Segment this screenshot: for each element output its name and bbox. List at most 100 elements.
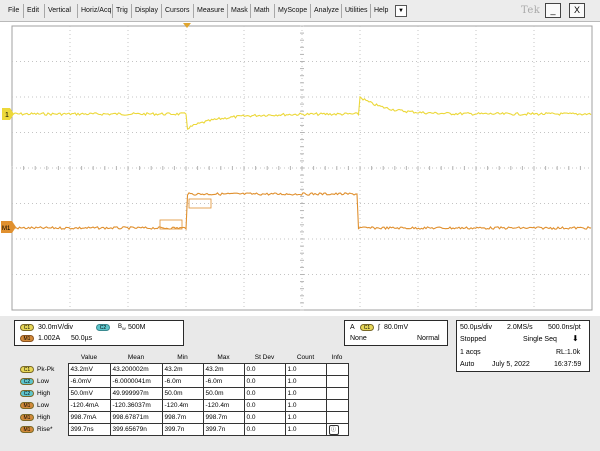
menu-mask[interactable]: Mask: [231, 7, 248, 14]
menu-cursors[interactable]: Cursors: [165, 7, 190, 14]
measurement-label: M1 Low: [20, 400, 68, 412]
measurement-row[interactable]: C1 Pk-Pk 43.2mV 43.200002m 43.2m 43.2m 0.0 1.0: [20, 363, 349, 376]
trigger-source-chip[interactable]: C1: [360, 324, 374, 331]
measurement-name: Low: [37, 402, 49, 410]
menu-analyze[interactable]: Analyze: [314, 7, 339, 14]
m1-marker[interactable]: [1, 221, 16, 233]
header-mean: Mean: [127, 353, 145, 361]
acquisition-box[interactable]: 50.0µs/div 2.0MS/s 500.0ns/pt Stopped Si…: [456, 320, 590, 372]
bandwidth-value: 500M: [128, 324, 146, 331]
measurement-value: 43.2mV: [67, 363, 111, 376]
measurement-row[interactable]: C2 High 50.0mV 49.999997m 50.0m 50.0m 0.0 1.0: [20, 387, 349, 400]
acq-date: July 5, 2022: [492, 361, 530, 368]
measurement-row[interactable]: C2 Low -6.0mV -6.0000041m -6.0m -6.0m 0.0 1.0: [20, 375, 349, 388]
measurement-name: High: [37, 390, 51, 398]
trigger-level: 80.0mV: [384, 324, 409, 331]
measurement-label: M1 Rise*: [20, 424, 68, 436]
header-count: Count: [296, 353, 315, 361]
menu-utilities[interactable]: Utilities: [345, 7, 368, 14]
measurement-max: -120.4m: [202, 399, 245, 412]
header-label: [20, 351, 68, 364]
close-button[interactable]: X: [569, 3, 585, 18]
readout-panel: C1 30.0mV/div C2 BW 500M M1 1.002A 50.0µ…: [0, 316, 600, 451]
record-length: RL:1.0k: [556, 349, 581, 356]
header-info: Info: [331, 353, 343, 361]
ch1-marker[interactable]: [2, 108, 14, 120]
header-value: Value: [80, 353, 98, 361]
menu-horiz-acq[interactable]: Horiz/Acq: [81, 7, 112, 14]
low-annotation: [159, 219, 183, 230]
m1-chip[interactable]: M1: [20, 335, 34, 342]
menu-edit[interactable]: Edit: [27, 7, 40, 14]
ch1-chip[interactable]: C1: [20, 324, 34, 331]
measurement-name: Low: [37, 378, 49, 386]
measurement-info: [325, 399, 349, 412]
m1-time: 50.0µs: [71, 335, 93, 342]
measurement-stdev: 0.0: [243, 423, 286, 436]
measurement-count: 1.0: [284, 423, 327, 436]
menu-display[interactable]: Display: [135, 7, 158, 14]
trigger-slope-icon: ∫: [378, 324, 380, 331]
minimize-button[interactable]: _: [545, 3, 561, 18]
measurement-min: 399.7n: [161, 423, 204, 436]
seq-mode: Single Seq: [523, 336, 557, 343]
measurement-mean: 399.65679n: [109, 423, 163, 436]
measurement-value: -6.0mV: [67, 375, 111, 388]
measurement-source-chip: C1: [20, 365, 34, 373]
measurement-min: 43.2m: [161, 363, 204, 376]
measurement-row[interactable]: M1 Low -120.4mA -120.36037m -120.4m -120.4m 0.…: [20, 399, 349, 412]
info-icon[interactable]: ⓘ: [328, 424, 339, 435]
menu-separator: [370, 4, 371, 18]
channel-settings-box[interactable]: C1 30.0mV/div C2 BW 500M M1 1.002A 50.0µ…: [14, 320, 184, 346]
measurement-row[interactable]: M1 High 998.7mA 998.67871m 998.7m 998.7m 0.0 1.…: [20, 411, 349, 424]
menu-file[interactable]: File: [8, 7, 20, 14]
menu-myscope[interactable]: MyScope: [278, 7, 308, 14]
measurements-table[interactable]: Value Mean Min Max St Dev Count Info C1 P…: [20, 351, 349, 436]
menu-separator: [341, 4, 342, 18]
acq-count: 1 acqs: [460, 349, 481, 356]
measurement-count: 1.0: [284, 363, 327, 376]
menu-separator: [310, 4, 311, 18]
measurement-mean: -120.36037m: [109, 399, 163, 412]
measurement-name: Pk-Pk: [37, 366, 55, 374]
menu-measure[interactable]: Measure: [197, 7, 225, 14]
measurement-label: M1 High: [20, 412, 68, 424]
measurement-name: High: [37, 414, 51, 422]
ch2-chip[interactable]: C2: [96, 324, 110, 331]
menu-separator: [161, 4, 162, 18]
trigger-box[interactable]: A C1 ∫ 80.0mV None Normal: [344, 320, 448, 346]
measurement-info: [325, 375, 349, 388]
measurement-label: C1 Pk-Pk: [20, 364, 68, 376]
measurement-count: 1.0: [284, 411, 327, 424]
menu-separator: [274, 4, 275, 18]
m1-marker-label: M1: [2, 226, 11, 232]
measurement-stdev: 0.0: [243, 375, 286, 388]
trigger-position-icon[interactable]: [183, 23, 191, 28]
waveform-display[interactable]: 1 M1: [0, 22, 600, 316]
measurement-row[interactable]: M1 Rise* 399.7ns 399.65679n 399.7n 399.7n 0.0 1…: [20, 423, 349, 436]
bandwidth-icon: BW: [118, 324, 126, 332]
menu-math[interactable]: Math: [254, 7, 270, 14]
brand-logo: Tek: [521, 5, 541, 16]
resolution: 500.0ns/pt: [548, 324, 581, 331]
measurement-min: 50.0m: [161, 387, 204, 400]
measurements-header: Value Mean Min Max St Dev Count Info: [20, 351, 348, 364]
menu-trig[interactable]: Trig: [116, 7, 128, 14]
menu-bar: File Edit Vertical Horiz/Acq Trig Display Curs…: [0, 0, 600, 22]
high-annotation: [188, 198, 212, 209]
m1-scale: 1.002A: [38, 335, 61, 342]
menu-vertical[interactable]: Vertical: [48, 7, 71, 14]
measurement-info: ⓘ: [325, 423, 349, 436]
measurement-mean: 49.999997m: [109, 387, 163, 400]
acq-time: 16:37:59: [554, 361, 582, 368]
measurement-min: -120.4m: [161, 399, 204, 412]
measurement-source-chip: C2: [20, 389, 34, 397]
measurement-stdev: 0.0: [243, 387, 286, 400]
measurement-min: 998.7m: [161, 411, 204, 424]
menu-more-button[interactable]: ▼: [395, 5, 407, 17]
menu-separator: [131, 4, 132, 18]
measurement-stdev: 0.0: [243, 411, 286, 424]
menu-separator: [250, 4, 251, 18]
menu-help[interactable]: Help: [374, 7, 389, 14]
measurement-count: 1.0: [284, 399, 327, 412]
